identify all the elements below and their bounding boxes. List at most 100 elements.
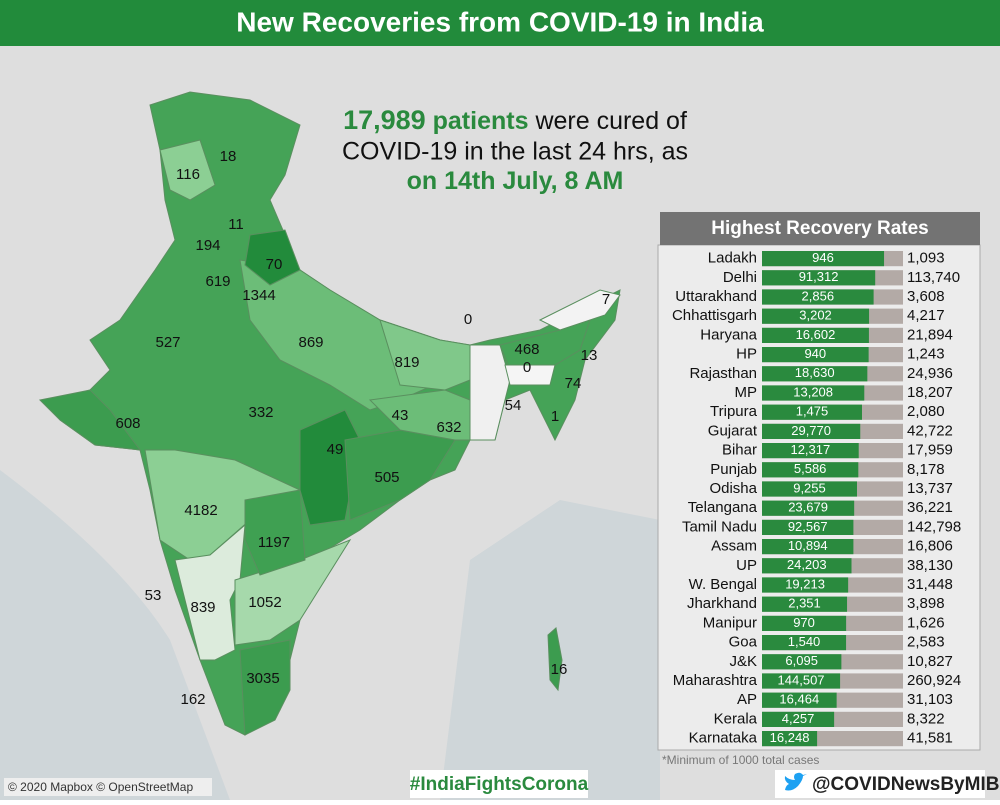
map-value-label: 619 <box>205 273 230 290</box>
map-value-label: 1 <box>551 408 559 425</box>
recovered-label: 13,208 <box>793 384 833 399</box>
total-label: 21,894 <box>907 326 953 343</box>
map-value-label: 70 <box>266 256 283 273</box>
total-label: 36,221 <box>907 499 953 516</box>
recovered-unit: patients <box>433 107 529 135</box>
row-label: Gujarat <box>708 422 758 439</box>
total-label: 1,243 <box>907 346 945 363</box>
map-region <box>38 389 142 451</box>
map-region <box>244 489 306 576</box>
recovered-label: 29,770 <box>791 423 831 438</box>
map-value-label: 3035 <box>246 670 279 687</box>
headline-line2: COVID-19 in the last 24 hrs, as <box>342 138 688 166</box>
india-map <box>38 91 621 736</box>
map-value-label: 54 <box>505 397 522 414</box>
headline-line3: on 14th July, 8 AM <box>407 167 624 195</box>
row-label: Ladakh <box>708 250 757 267</box>
total-label: 2,583 <box>907 634 945 651</box>
recovered-bar <box>762 289 874 305</box>
map-value-label: 7 <box>602 291 610 308</box>
recovered-label: 23,679 <box>788 500 828 515</box>
map-value-label: 49 <box>327 441 344 458</box>
map-value-label: 468 <box>514 341 539 358</box>
total-label: 260,924 <box>907 672 961 689</box>
total-label: 31,103 <box>907 691 953 708</box>
recovered-bar <box>762 539 854 555</box>
recovered-label: 6,095 <box>785 653 818 668</box>
total-label: 42,722 <box>907 422 953 439</box>
recovered-bar <box>762 327 869 343</box>
recovered-bar <box>762 270 876 286</box>
total-label: 31,448 <box>907 576 953 593</box>
map-region <box>159 139 216 201</box>
recovered-label: 1,540 <box>788 634 821 649</box>
total-label: 13,737 <box>907 480 953 497</box>
map-value-label: 819 <box>394 354 419 371</box>
map-value-label: 11 <box>228 216 244 233</box>
map-value-label: 839 <box>190 599 215 616</box>
total-label: 18,207 <box>907 384 953 401</box>
row-label: HP <box>736 346 757 363</box>
map-value-label: 632 <box>436 419 461 436</box>
total-label: 1,626 <box>907 614 945 631</box>
page-title: New Recoveries from COVID-19 in India <box>236 6 764 37</box>
map-region <box>174 523 246 661</box>
map-value-label: 116 <box>176 166 200 183</box>
recovered-bar <box>762 635 847 651</box>
recovered-label: 18,630 <box>795 365 835 380</box>
map-value-label: 18 <box>220 148 237 165</box>
recovered-bar <box>762 308 870 324</box>
recovered-label: 19,213 <box>785 576 825 591</box>
row-label: Tripura <box>710 403 758 420</box>
total-label: 16,806 <box>907 538 953 555</box>
recovered-label: 4,257 <box>782 711 815 726</box>
hashtag-box <box>410 770 588 798</box>
row-label: Telangana <box>688 499 758 516</box>
row-label: Chhattisgarh <box>672 307 757 324</box>
map-value-label: 332 <box>248 404 273 421</box>
recovered-bar <box>762 711 835 727</box>
map-region <box>239 639 291 736</box>
map-value-label: 0 <box>464 311 472 328</box>
row-label: AP <box>737 691 757 708</box>
map-region <box>504 364 556 386</box>
recovered-label: 940 <box>804 346 826 361</box>
recovered-label: 9,255 <box>793 480 826 495</box>
recovered-label: 12,317 <box>790 442 830 457</box>
total-label: 8,322 <box>907 710 945 727</box>
map-value-label: 505 <box>374 469 399 486</box>
total-label: 17,959 <box>907 442 953 459</box>
map-value-label: 43 <box>392 407 409 424</box>
total-label: 38,130 <box>907 557 953 574</box>
row-label: J&K <box>729 653 757 670</box>
map-value-label: 4182 <box>184 502 217 519</box>
recovered-label: 144,507 <box>778 672 825 687</box>
row-label: Bihar <box>722 442 757 459</box>
total-label: 10,827 <box>907 653 953 670</box>
row-label: Rajasthan <box>689 365 757 382</box>
recovered-label: 92,567 <box>788 519 828 534</box>
recovered-count: 17,989 <box>343 105 426 135</box>
chart-note: *Minimum of 1000 total cases <box>662 753 819 767</box>
recovered-bar <box>762 404 862 420</box>
recovered-bar <box>762 366 868 382</box>
twitter-icon <box>784 772 807 791</box>
recovered-bar <box>762 558 852 574</box>
total-label: 3,898 <box>907 595 945 612</box>
recovered-bar <box>762 423 861 439</box>
recovered-label: 16,464 <box>779 692 819 707</box>
recovered-bar <box>762 615 847 631</box>
bar-chart: Ladakh 946 1,093 Delhi 91,312 113,740 Uttarakh… <box>672 250 961 747</box>
map-value-label: 16 <box>551 661 568 678</box>
row-label: Kerala <box>714 710 758 727</box>
row-label: MP <box>735 384 758 401</box>
recovered-label: 91,312 <box>799 269 839 284</box>
header-bar <box>0 0 1000 46</box>
recovered-bar <box>762 519 854 535</box>
map-region <box>299 409 361 526</box>
total-label: 41,581 <box>907 730 953 747</box>
row-label: Maharashtra <box>673 672 758 689</box>
recovered-bar <box>762 462 859 478</box>
row-label: Karnataka <box>689 730 758 747</box>
map-value-label: 527 <box>155 334 180 351</box>
